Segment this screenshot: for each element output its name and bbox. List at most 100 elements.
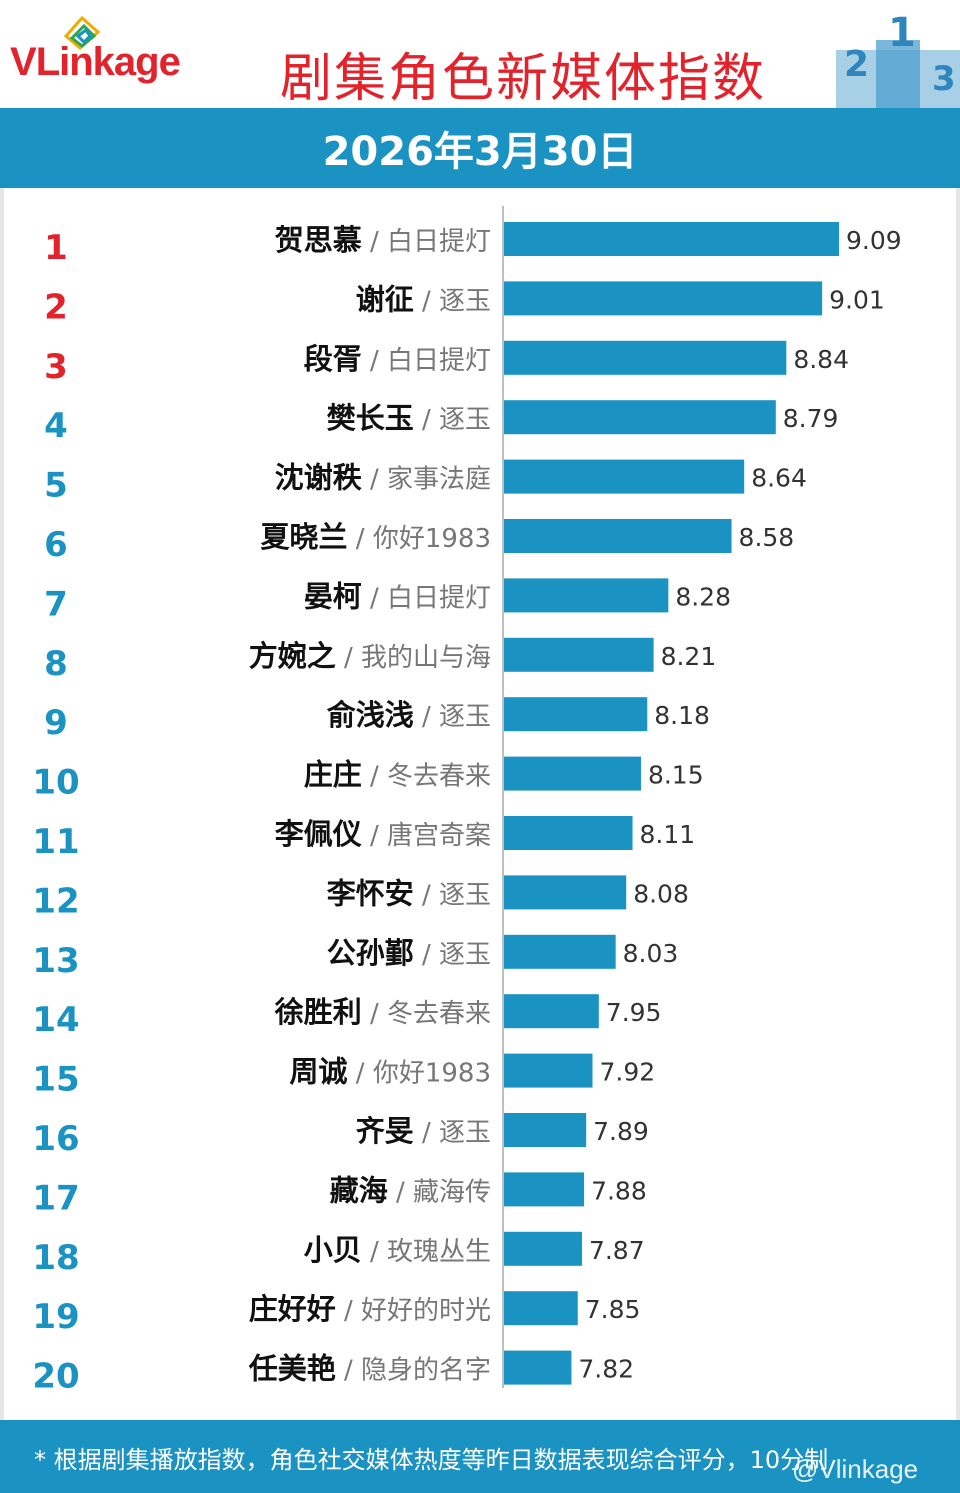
bar <box>504 459 745 494</box>
rank-number: 10 <box>32 763 79 803</box>
character-name: 晏柯 <box>304 579 362 613</box>
value-label: 7.89 <box>593 1117 649 1146</box>
bar <box>504 637 654 672</box>
character-name: 沈谢秩 <box>275 461 362 495</box>
character-name: 贺思慕 <box>275 223 362 257</box>
right-border <box>956 188 960 1420</box>
logo-v: V <box>10 40 37 84</box>
character-name: 庄好好 <box>249 1292 336 1326</box>
value-label: 9.09 <box>846 226 902 255</box>
category-label: 段胥 / 白日提灯 <box>304 342 491 376</box>
value-label: 8.79 <box>783 404 839 433</box>
page-title: 剧集角色新媒体指数 <box>280 49 767 109</box>
show-name: / 逐玉 <box>414 702 491 732</box>
rank-number: 9 <box>44 703 68 743</box>
character-name: 李佩仪 <box>275 817 362 851</box>
show-name: / 白日提灯 <box>362 346 491 376</box>
character-name: 徐胜利 <box>274 995 362 1029</box>
header: VLinkage 剧集角色新媒体指数 2 1 3 <box>0 0 960 109</box>
value-label: 8.18 <box>654 701 710 730</box>
category-label: 徐胜利 / 冬去春来 <box>274 995 491 1029</box>
show-name: / 隐身的名字 <box>336 1356 491 1386</box>
bar <box>504 519 732 553</box>
show-name: / 逐玉 <box>414 880 491 910</box>
bar <box>504 1053 593 1088</box>
rank-number: 1 <box>44 228 68 268</box>
bar <box>504 281 823 316</box>
bar <box>504 994 599 1029</box>
character-name: 李怀安 <box>327 876 414 910</box>
logo-rest: Linkage <box>35 40 181 84</box>
show-name: / 白日提灯 <box>362 227 491 257</box>
character-name: 谢征 <box>356 282 414 316</box>
value-label: 8.08 <box>633 879 689 908</box>
rank-number: 19 <box>32 1297 79 1337</box>
category-label: 庄庄 / 冬去春来 <box>304 758 491 792</box>
character-name: 周诚 <box>290 1055 348 1089</box>
value-label: 9.01 <box>829 285 885 314</box>
bar <box>504 1231 582 1266</box>
rank-number: 5 <box>44 466 68 506</box>
date-banner: 2026年3月30日 <box>0 108 960 188</box>
show-name: / 逐玉 <box>414 405 491 435</box>
svg-text:3: 3 <box>932 59 956 99</box>
show-name: / 白日提灯 <box>362 583 491 613</box>
show-name: / 藏海传 <box>388 1177 491 1207</box>
rank-number: 2 <box>44 287 68 327</box>
bar <box>504 756 641 791</box>
category-label: 俞浅浅 / 逐玉 <box>326 698 491 732</box>
show-name: / 逐玉 <box>414 940 491 970</box>
category-label: 周诚 / 你好1983 <box>290 1055 491 1089</box>
podium-2-1-3-icon: 2 1 3 <box>836 14 960 108</box>
ranking-chart: 1 贺思慕 / 白日提灯 9.09 2 谢征 / 逐玉 9.01 3 段胥 / 白日提灯 8.8… <box>0 188 960 1420</box>
category-label: 沈谢秩 / 家事法庭 <box>275 461 491 495</box>
value-label: 8.15 <box>648 761 704 790</box>
value-label: 7.82 <box>578 1355 634 1384</box>
category-label: 夏晓兰 / 你好1983 <box>261 520 491 554</box>
rank-number: 16 <box>32 1119 79 1159</box>
value-label: 7.87 <box>589 1236 645 1265</box>
value-label: 7.88 <box>591 1176 647 1205</box>
character-name: 段胥 <box>304 342 362 376</box>
character-name: 藏海 <box>330 1173 388 1207</box>
rank-number: 4 <box>44 406 68 446</box>
rank-number: 7 <box>44 584 68 624</box>
character-name: 小贝 <box>304 1233 362 1267</box>
bar <box>504 1350 572 1385</box>
footer: * 根据剧集播放指数，角色社交媒体热度等昨日数据表现综合评分，10分制 @Vli… <box>0 1420 960 1493</box>
category-label: 贺思慕 / 白日提灯 <box>275 223 491 257</box>
rank-number: 18 <box>32 1238 79 1278</box>
value-label: 8.28 <box>675 582 731 611</box>
category-label: 李怀安 / 逐玉 <box>327 876 491 910</box>
category-label: 樊长玉 / 逐玉 <box>327 401 491 435</box>
bar <box>504 697 648 732</box>
value-label: 7.85 <box>585 1295 641 1324</box>
vlinkage-logo: VLinkage <box>10 40 181 85</box>
logo-kite-icon <box>63 15 101 50</box>
show-name: / 逐玉 <box>414 1118 491 1148</box>
category-label: 任美艳 / 隐身的名字 <box>248 1352 491 1386</box>
rank-number: 17 <box>32 1178 79 1218</box>
category-label: 李佩仪 / 唐宫奇案 <box>275 817 491 851</box>
rank-number: 8 <box>44 644 68 684</box>
svg-text:2: 2 <box>844 44 869 85</box>
value-label: 8.64 <box>751 464 807 493</box>
bar <box>504 875 627 910</box>
character-name: 公孙鄞 <box>327 936 414 970</box>
category-label: 齐旻 / 逐玉 <box>356 1114 491 1148</box>
character-name: 俞浅浅 <box>326 698 414 732</box>
bar <box>504 816 633 850</box>
show-name: / 冬去春来 <box>362 762 491 792</box>
rank-number: 3 <box>44 347 68 387</box>
bar <box>504 934 616 969</box>
value-label: 7.95 <box>606 998 662 1027</box>
show-name: / 玫瑰丛生 <box>362 1237 491 1267</box>
rank-number: 13 <box>32 941 79 981</box>
category-label: 晏柯 / 白日提灯 <box>304 579 491 613</box>
ranking-bar-chart: 1 贺思慕 / 白日提灯 9.09 2 谢征 / 逐玉 9.01 3 段胥 / 白日提灯 8.8… <box>32 206 902 1397</box>
value-label: 7.92 <box>599 1058 655 1087</box>
bar <box>504 340 787 375</box>
bar <box>504 1172 585 1207</box>
rank-number: 6 <box>44 525 68 565</box>
value-label: 8.58 <box>739 523 795 552</box>
